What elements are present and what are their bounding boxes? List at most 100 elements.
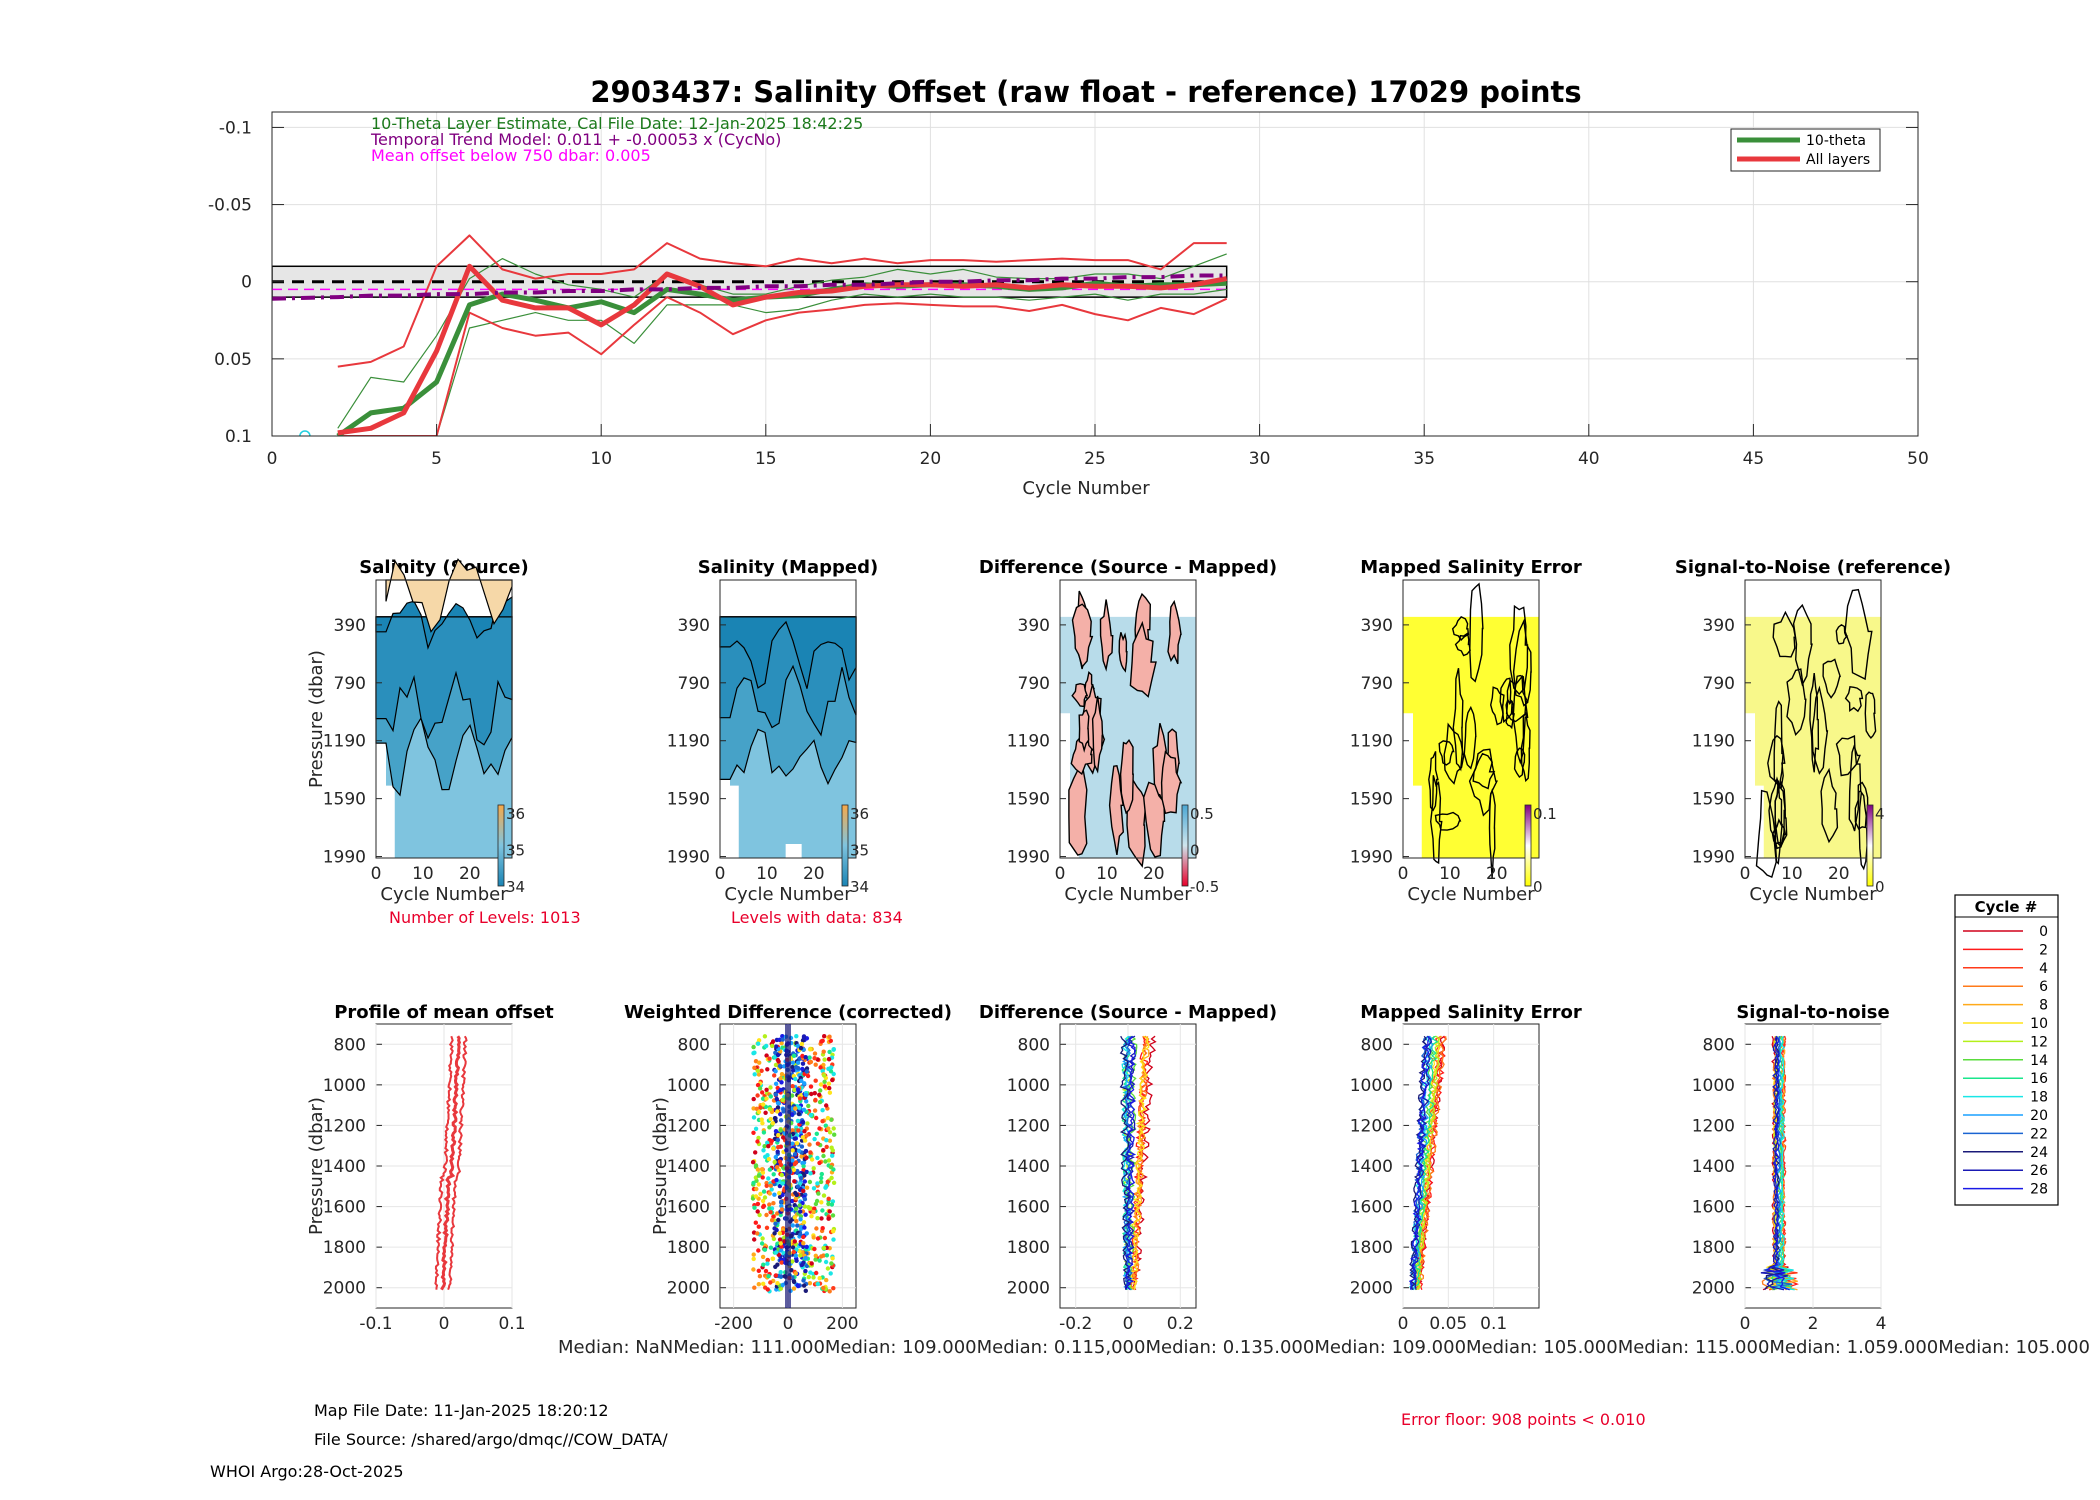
scatter-point: [818, 1082, 824, 1087]
contour-blob: [1488, 788, 1496, 879]
contour-blob: [1512, 674, 1529, 765]
colorbar-tick-label: 0: [1190, 842, 1200, 860]
panel-title: Profile of mean offset: [334, 1002, 554, 1023]
scatter-point: [804, 1169, 809, 1175]
scatter-point: [826, 1201, 831, 1207]
scatter-point: [756, 1282, 761, 1287]
cycle-legend-label: 16: [2030, 1071, 2048, 1087]
colorbar-tick-label: 4: [1875, 805, 1885, 823]
contour-blob: [1755, 789, 1777, 879]
scatter-point: [775, 1137, 781, 1143]
scatter-point: [750, 1160, 756, 1165]
scatter-point: [807, 1281, 813, 1286]
scatter-point: [815, 1141, 821, 1146]
series-all-layers-lower: [337, 296, 1228, 436]
scatter-point: [830, 1077, 835, 1083]
scatter-point: [820, 1108, 825, 1113]
scatter-point: [781, 1135, 786, 1140]
scatter-point: [764, 1087, 769, 1093]
offset-x-label: Cycle Number: [1022, 478, 1150, 499]
x-tick-label: 20: [1486, 864, 1508, 884]
scatter-point: [813, 1078, 818, 1083]
y-tick-label: 1000: [1007, 1076, 1050, 1096]
scatter-point: [779, 1172, 784, 1178]
scatter-point: [801, 1260, 806, 1265]
scatter-point: [820, 1119, 825, 1124]
y-tick-label: 1200: [1350, 1116, 1393, 1136]
colorbar-tick-label: 0: [1875, 878, 1885, 896]
scatter-point: [812, 1051, 818, 1056]
y-tick-label: 2000: [1350, 1279, 1393, 1299]
scatter-point: [771, 1214, 776, 1219]
scatter-point: [803, 1255, 808, 1261]
scatter-point: [772, 1192, 777, 1197]
scatter-point: [790, 1084, 795, 1089]
scatter-point: [798, 1253, 803, 1258]
contour-panel-salinity_mapped: Salinity (Mapped) 36 35 34 390 790 1190 1590 199…: [667, 557, 878, 905]
y-tick-label: 790: [1361, 674, 1393, 694]
scatter-point: [760, 1090, 765, 1095]
scatter-point: [790, 1064, 795, 1070]
scatter-point: [806, 1205, 811, 1210]
scatter-point: [797, 1203, 802, 1208]
scatter-point: [805, 1121, 810, 1126]
scatter-point: [812, 1091, 817, 1096]
scatter-point: [760, 1121, 765, 1126]
cycle-legend-label: 28: [2030, 1182, 2048, 1198]
scatter-point: [808, 1150, 813, 1155]
scatter-point: [803, 1212, 808, 1217]
scatter-point: [776, 1145, 781, 1150]
scatter-point: [822, 1084, 827, 1089]
scatter-point: [764, 1053, 769, 1058]
scatter-point: [797, 1096, 803, 1101]
scatter-point: [831, 1126, 836, 1131]
scatter-point: [813, 1062, 818, 1067]
colorbar-tick-label: 35: [506, 842, 525, 860]
scatter-point: [780, 1097, 785, 1103]
scatter-point: [831, 1237, 836, 1242]
scatter-point: [811, 1235, 816, 1240]
scatter-point: [818, 1065, 823, 1070]
scatter-point: [777, 1063, 783, 1069]
scatter-point: [826, 1066, 831, 1072]
scatter-point: [773, 1273, 779, 1278]
y-tick-label: 1200: [323, 1116, 366, 1136]
scatter-point: [755, 1082, 761, 1088]
scatter-point: [755, 1209, 760, 1214]
profile-line: [1408, 1036, 1430, 1290]
y-tick-label: 1990: [667, 848, 710, 868]
y-tick-label: 390: [1361, 616, 1393, 636]
scatter-point: [814, 1131, 819, 1137]
scatter-point: [823, 1185, 828, 1190]
scatter-point: [768, 1245, 774, 1250]
scatter-point: [822, 1034, 827, 1039]
y-tick-label: 1000: [1692, 1076, 1735, 1096]
scatter-point: [755, 1093, 760, 1098]
scatter-point: [802, 1138, 808, 1143]
y-tick-label: 1600: [323, 1198, 366, 1218]
y-tick-label: 1600: [1350, 1198, 1393, 1218]
scatter-point: [771, 1201, 776, 1206]
y-tick-label: 1400: [667, 1157, 710, 1177]
scatter-point: [767, 1107, 773, 1112]
contour-blob: [1443, 722, 1465, 785]
scatter-point: [817, 1099, 823, 1105]
scatter-point: [758, 1191, 763, 1197]
scatter-point: [801, 1234, 806, 1240]
scatter-point: [803, 1055, 808, 1060]
y-tick-label: 0.05: [214, 350, 252, 370]
y-tick-label: 1800: [667, 1238, 710, 1258]
scatter-point: [753, 1150, 758, 1155]
scatter-point: [812, 1246, 817, 1252]
trend-model-info: Temporal Trend Model: 0.011 + -0.00053 x…: [370, 130, 781, 149]
scatter-point: [822, 1057, 827, 1062]
offset-timeseries-chart: 0 5 10 15 20 25 30 35 40 45 50 -0.1 -0.05 0 0.05 0.1 C…: [208, 111, 1929, 499]
scatter-point: [827, 1034, 832, 1039]
scatter-point: [802, 1081, 807, 1086]
scatter-point: [828, 1271, 833, 1276]
contour-blob: [1854, 781, 1869, 830]
scatter-point: [773, 1092, 779, 1097]
contour-blob: [1848, 744, 1862, 832]
scatter-point: [801, 1160, 807, 1165]
y-tick-label: 800: [334, 1035, 366, 1055]
